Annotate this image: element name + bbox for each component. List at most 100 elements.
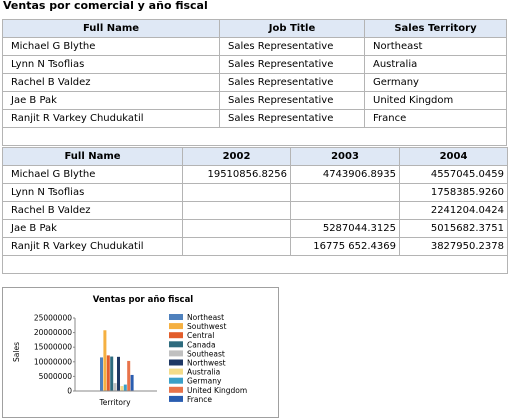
table-row: Lynn N Tsoflias 1758385.9260 bbox=[2, 183, 508, 202]
y-tick-label: 10000000 bbox=[34, 357, 72, 366]
cell-job-title: Sales Representative bbox=[219, 73, 365, 92]
legend-label: Central bbox=[187, 331, 214, 340]
legend-label: United Kingdom bbox=[187, 386, 247, 395]
column-header-sales-territory[interactable]: Sales Territory bbox=[364, 19, 507, 38]
bar-southwest bbox=[103, 330, 107, 391]
table-row: Ranjit R Varkey Chudukatil Sales Represe… bbox=[2, 109, 507, 128]
legend-label: Australia bbox=[187, 368, 220, 377]
column-header-2002[interactable]: 2002 bbox=[182, 147, 291, 166]
sales-by-year-table: Full Name 2002 2003 2004 Michael G Blyth… bbox=[2, 147, 508, 274]
column-header-2003[interactable]: 2003 bbox=[290, 147, 400, 166]
cell-2004: 2241204.0424 bbox=[399, 201, 508, 220]
cell-job-title: Sales Representative bbox=[219, 91, 365, 110]
column-header-job-title[interactable]: Job Title bbox=[219, 19, 365, 38]
empty-footer-cell bbox=[2, 127, 507, 146]
bar-northwest bbox=[117, 356, 120, 391]
table-row: Rachel B Valdez 2241204.0424 bbox=[2, 201, 508, 220]
cell-2003: 4743906.8935 bbox=[290, 165, 400, 184]
cell-full-name: Ranjit R Varkey Chudukatil bbox=[2, 109, 220, 128]
cell-2002 bbox=[182, 237, 291, 256]
cell-sales-territory: Australia bbox=[364, 55, 507, 74]
table-row: Ranjit R Varkey Chudukatil 16775 652.436… bbox=[2, 237, 508, 256]
cell-2004: 5015682.3751 bbox=[399, 219, 508, 238]
y-tick-label: 20000000 bbox=[34, 328, 72, 337]
table-row: Michael G Blythe 19510856.8256 4743906.8… bbox=[2, 165, 508, 184]
cell-full-name: Jae B Pak bbox=[2, 219, 183, 238]
cell-full-name: Michael G Blythe bbox=[2, 165, 183, 184]
bar-central bbox=[106, 355, 110, 391]
empty-footer-cell bbox=[2, 255, 508, 274]
cell-2003: 16775 652.4369 bbox=[290, 237, 400, 256]
y-tick-label: 15000000 bbox=[34, 343, 72, 352]
cell-2003 bbox=[290, 201, 400, 220]
bar-australia bbox=[120, 386, 124, 391]
legend-label: Germany bbox=[187, 377, 222, 386]
table-row: Rachel B Valdez Sales Representative Ger… bbox=[2, 73, 507, 92]
cell-2002 bbox=[182, 219, 291, 238]
cell-full-name: Lynn N Tsoflias bbox=[2, 183, 183, 202]
table-row: Jae B Pak 5287044.3125 5015682.3751 bbox=[2, 219, 508, 238]
cell-sales-territory: Northeast bbox=[364, 37, 507, 56]
column-header-full-name[interactable]: Full Name bbox=[2, 147, 183, 166]
legend-swatch bbox=[169, 377, 183, 384]
cell-sales-territory: United Kingdom bbox=[364, 91, 507, 110]
cell-2003 bbox=[290, 183, 400, 202]
chart-legend: NortheastSouthwestCentralCanadaSoutheast… bbox=[169, 313, 247, 404]
cell-full-name: Michael G Blythe bbox=[2, 37, 220, 56]
cell-2004: 3827950.2378 bbox=[399, 237, 508, 256]
cell-full-name: Jae B Pak bbox=[2, 91, 220, 110]
column-header-2004[interactable]: 2004 bbox=[399, 147, 508, 166]
legend-swatch bbox=[169, 386, 183, 393]
cell-job-title: Sales Representative bbox=[219, 109, 365, 128]
cell-full-name: Ranjit R Varkey Chudukatil bbox=[2, 237, 183, 256]
bar-canada bbox=[110, 356, 114, 391]
legend-label: Northeast bbox=[187, 313, 224, 322]
table-row: Michael G Blythe Sales Representative No… bbox=[2, 37, 507, 56]
report-title: Ventas por comercial y año fiscal bbox=[3, 0, 208, 12]
y-tick-label: 25000000 bbox=[34, 314, 72, 323]
table-row: Lynn N Tsoflias Sales Representative Aus… bbox=[2, 55, 507, 74]
cell-sales-territory: Germany bbox=[364, 73, 507, 92]
cell-full-name: Rachel B Valdez bbox=[2, 201, 183, 220]
bar-united-kingdom bbox=[127, 360, 131, 391]
bar-southeast bbox=[113, 383, 117, 391]
cell-sales-territory: France bbox=[364, 109, 507, 128]
legend-swatch bbox=[169, 368, 183, 375]
legend-label: Northwest bbox=[187, 359, 226, 368]
x-axis-label: Territory bbox=[98, 398, 131, 407]
bar-france bbox=[130, 374, 134, 391]
table-header-row: Full Name Job Title Sales Territory bbox=[2, 19, 507, 38]
cell-full-name: Rachel B Valdez bbox=[2, 73, 220, 92]
y-axis-label: Sales bbox=[12, 342, 21, 362]
legend-swatch bbox=[169, 359, 183, 366]
column-header-full-name[interactable]: Full Name bbox=[2, 19, 220, 38]
y-tick-label: 5000000 bbox=[39, 372, 73, 381]
bar-series bbox=[100, 330, 134, 391]
cell-job-title: Sales Representative bbox=[219, 37, 365, 56]
chart-canvas: Ventas por año fiscal Sales Territory 25… bbox=[12, 295, 247, 407]
sales-rep-table: Full Name Job Title Sales Territory Mich… bbox=[2, 19, 507, 146]
legend-swatch bbox=[169, 395, 183, 402]
table-footer-row bbox=[2, 127, 507, 146]
cell-2002 bbox=[182, 183, 291, 202]
cell-2004: 1758385.9260 bbox=[399, 183, 508, 202]
cell-2003: 5287044.3125 bbox=[290, 219, 400, 238]
cell-2004: 4557045.0459 bbox=[399, 165, 508, 184]
table-header-row: Full Name 2002 2003 2004 bbox=[2, 147, 508, 166]
legend-swatch bbox=[169, 314, 183, 320]
legend-swatch bbox=[169, 332, 183, 339]
y-tick-label: 0 bbox=[67, 387, 72, 396]
cell-job-title: Sales Representative bbox=[219, 55, 365, 74]
legend-label: France bbox=[187, 395, 212, 404]
table-row: Jae B Pak Sales Representative United Ki… bbox=[2, 91, 507, 110]
cell-2002 bbox=[182, 201, 291, 220]
sales-chart: Ventas por año fiscal Sales Territory 25… bbox=[2, 287, 279, 418]
chart-title: Ventas por año fiscal bbox=[93, 295, 194, 305]
legend-swatch bbox=[169, 350, 183, 357]
cell-full-name: Lynn N Tsoflias bbox=[2, 55, 220, 74]
legend-swatch bbox=[169, 323, 183, 330]
table-footer-row bbox=[2, 255, 508, 274]
bar-northeast bbox=[100, 357, 103, 391]
y-axis-ticks: 25000000 20000000 15000000 10000000 5000000 0 bbox=[34, 314, 75, 396]
legend-label: Southeast bbox=[187, 349, 225, 358]
